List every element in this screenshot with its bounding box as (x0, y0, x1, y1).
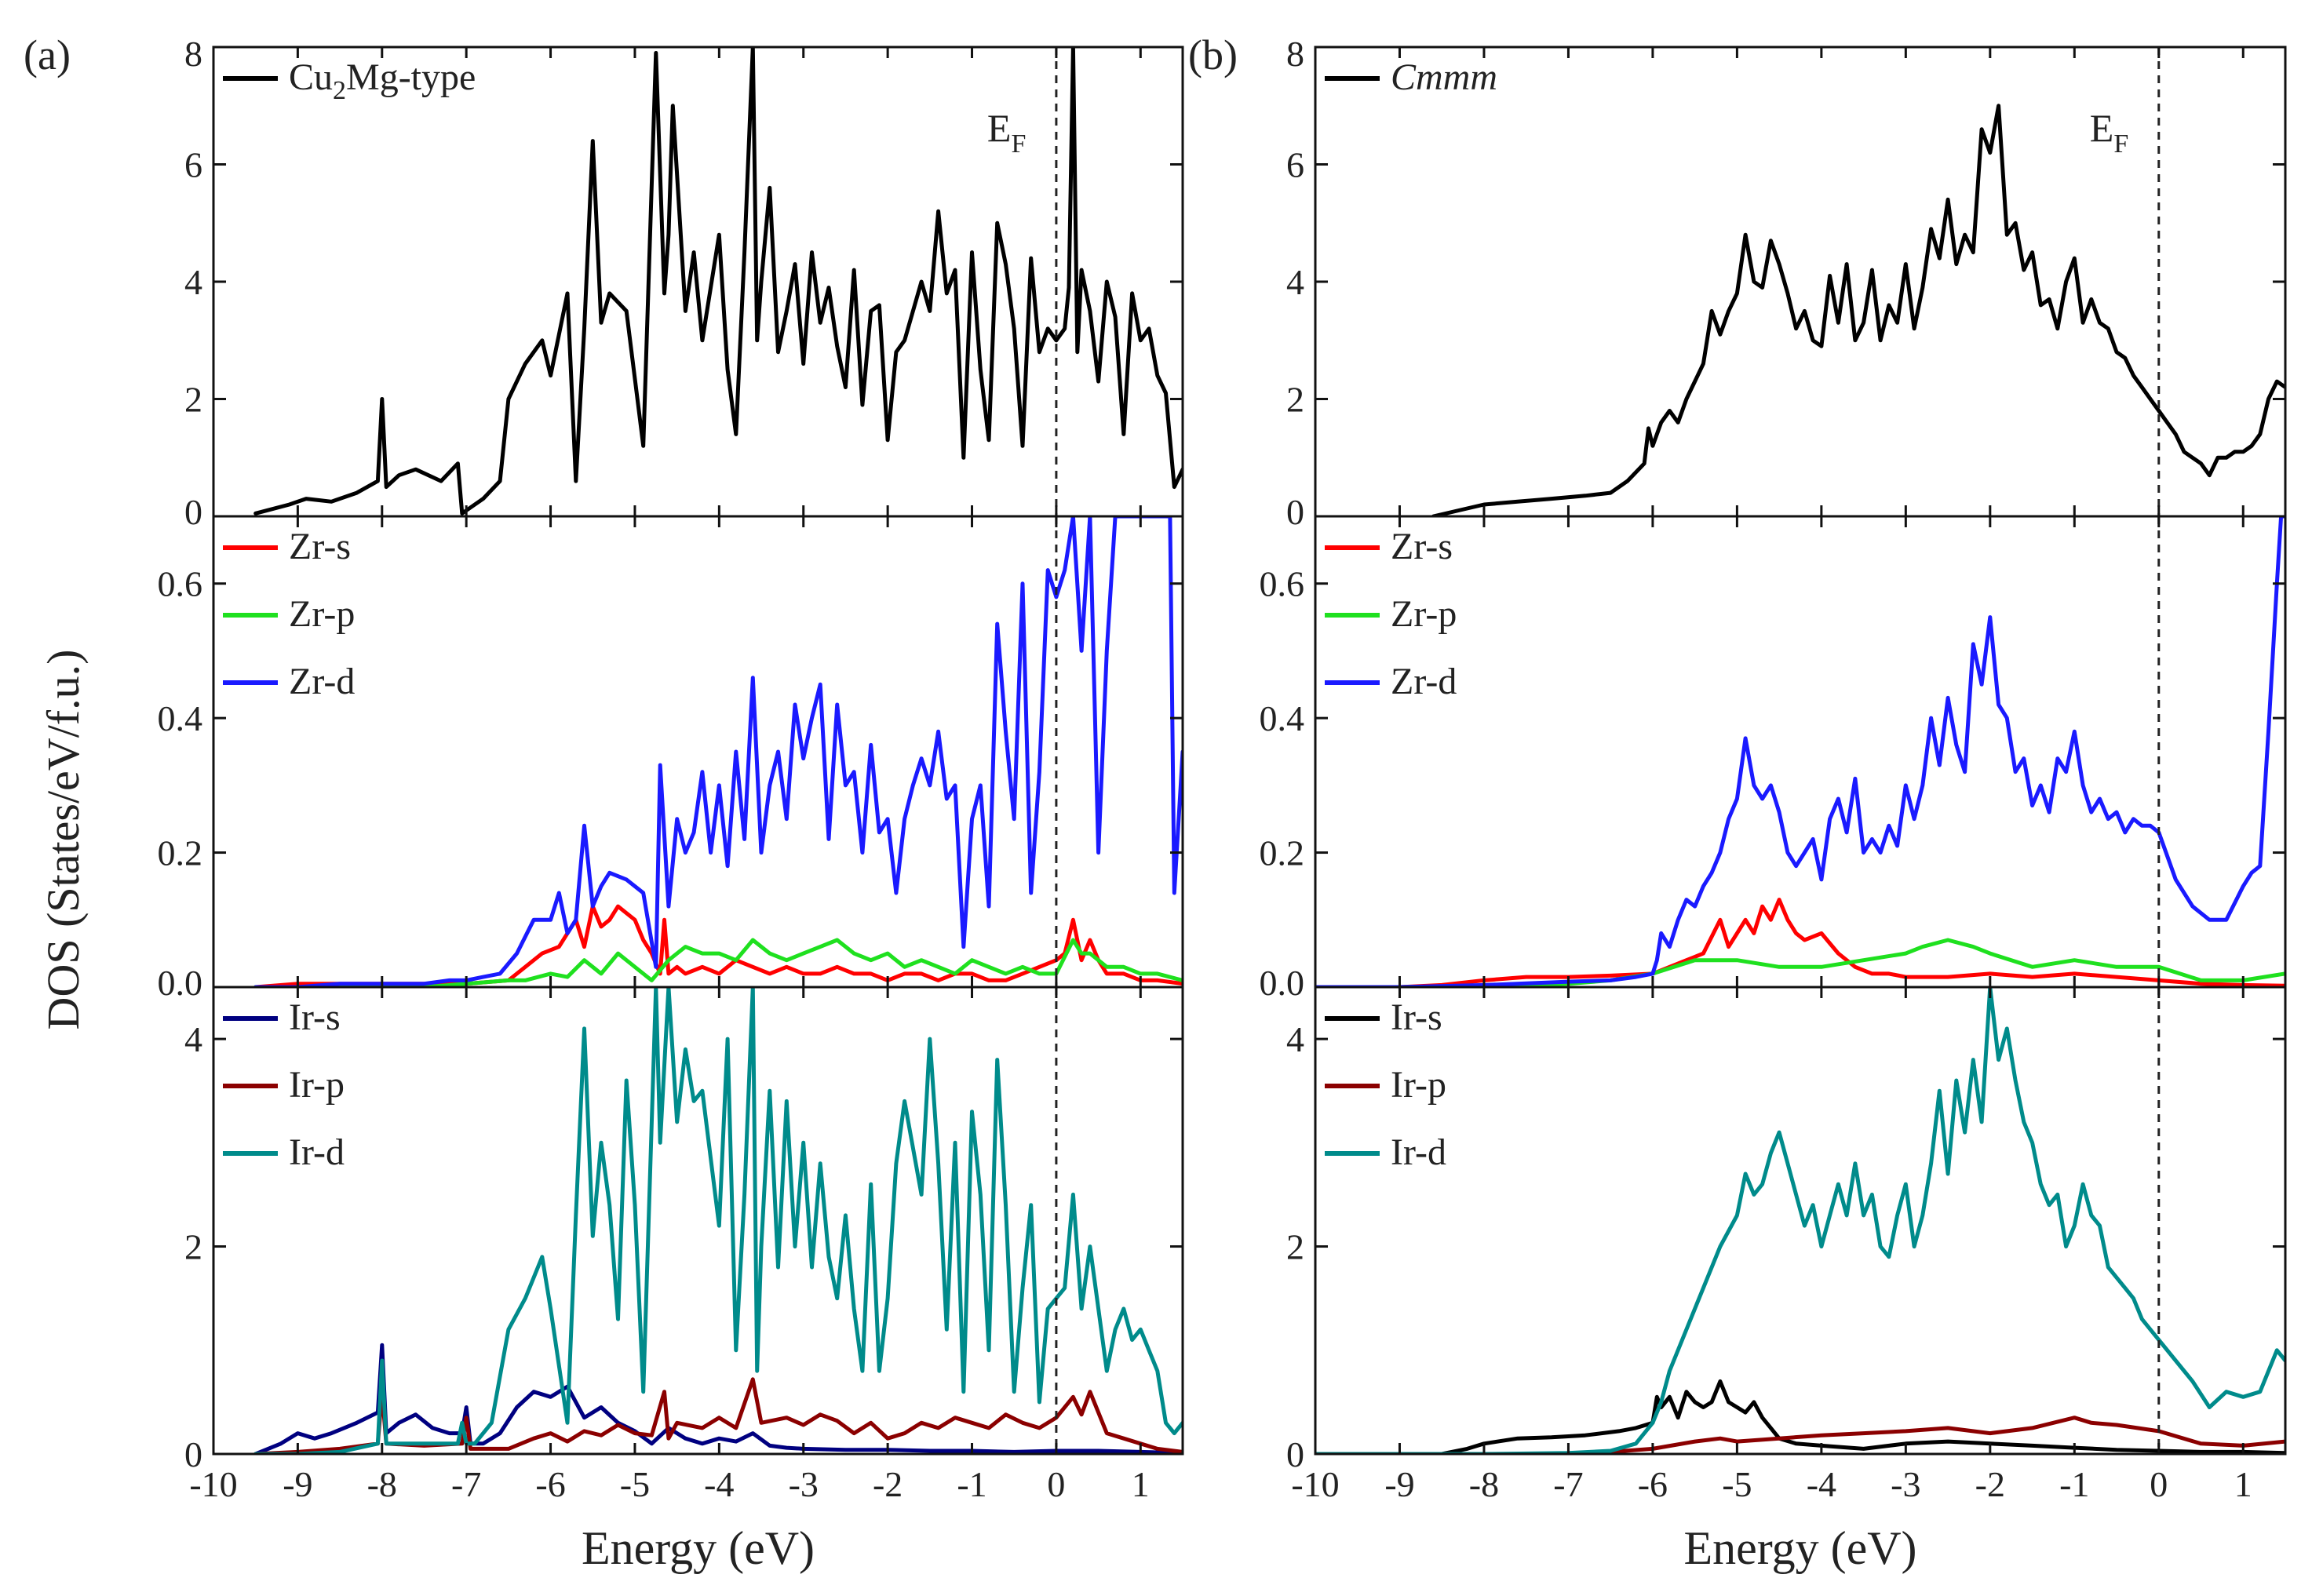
x-tick-label: -8 (1469, 1464, 1499, 1504)
y-axis-label: DOS (States/eV/f.u.) (38, 650, 89, 1030)
y-tick-label: 4 (184, 1019, 202, 1059)
y-tick-label: 2 (1286, 380, 1304, 420)
y-tick-label: 0 (1286, 1434, 1304, 1474)
y-tick-label: 4 (1286, 1019, 1304, 1059)
y-tick-label: 0.0 (1260, 963, 1305, 1003)
legend-label: Ir-p (1391, 1064, 1446, 1106)
legend-label: Ir-d (289, 1131, 345, 1173)
series-line-zr-p (253, 938, 1183, 987)
series-line-ir-d (253, 987, 1183, 1454)
series-line-ir-d (1315, 987, 2285, 1454)
series-line-zr-d (1315, 516, 2285, 987)
x-tick-label: -10 (1291, 1464, 1339, 1504)
legend-label: Ir-p (289, 1064, 345, 1106)
y-tick-label: 0.2 (1260, 833, 1305, 873)
legend-label: Cu2Mg-type (289, 56, 476, 105)
y-tick-label: 0.6 (1260, 564, 1305, 604)
x-tick-label: -5 (620, 1464, 650, 1504)
subplot-1: 0 2 4 6 8 Cu2Mg-type EF (184, 34, 1184, 532)
subplot-frame (212, 986, 1184, 1456)
x-tick-label: -8 (367, 1464, 397, 1504)
subplot-frame (1314, 986, 2287, 1456)
y-tick-label: 0.4 (158, 698, 203, 738)
y-tick-label: 8 (1286, 34, 1304, 74)
y-tick-label: 0 (1286, 492, 1304, 532)
x-tick-label: -9 (283, 1464, 312, 1504)
x-tick-label: 0 (2150, 1464, 2168, 1504)
y-tick-label: 0.4 (1260, 698, 1305, 738)
subplot-3: 0 2 4 Ir-s Ir-p Ir-d (1286, 986, 2287, 1474)
chart-a: (a) 0 2 4 6 8 Cu2Mg-type EF 0.0 0.2 0.4 0.6 Zr-s Zr-p… (24, 31, 1184, 1574)
legend-label: Ir-s (289, 997, 341, 1038)
y-tick-label: 0.2 (158, 833, 203, 873)
x-tick-label: -3 (789, 1464, 819, 1504)
y-tick-label: 0 (184, 1434, 202, 1474)
chart-b: (b) 0 2 4 6 8 Cmmm EF 0.0 0.2 0.4 0.6 Zr-s Zr-p Zr-d 0 2… (1188, 31, 2287, 1574)
series-line-ir-p (253, 1377, 1183, 1454)
subplot-2: 0.0 0.2 0.4 0.6 Zr-s Zr-p Zr-d (1260, 515, 2287, 1003)
series-line-zr-s (1315, 898, 2285, 987)
legend-label: Zr-d (289, 661, 355, 702)
subplot-frame (1314, 46, 2287, 518)
panel-letter: (a) (24, 31, 71, 78)
x-tick-label: 1 (1132, 1464, 1150, 1504)
x-axis-label: Energy (eV) (1683, 1522, 1916, 1574)
legend-label: Zr-p (1391, 593, 1457, 635)
y-tick-label: 0 (184, 492, 202, 532)
x-tick-label: -7 (1553, 1464, 1583, 1504)
series-line-zr-s (253, 904, 1183, 987)
x-tick-label: -7 (451, 1464, 481, 1504)
subplot-3: 0 2 4 Ir-s Ir-p Ir-d (184, 986, 1184, 1474)
series-line-cmmm (1431, 104, 2285, 516)
y-tick-label: 8 (184, 34, 202, 74)
x-tick-label: 0 (1047, 1464, 1065, 1504)
series-line-ir-s (1439, 1379, 2285, 1454)
x-tick-label: -10 (189, 1464, 237, 1504)
x-tick-label: -4 (1807, 1464, 1836, 1504)
legend-label: Zr-s (1391, 526, 1453, 567)
x-tick-label: -6 (535, 1464, 565, 1504)
legend-label: Zr-d (1391, 661, 1457, 702)
x-tick-label: -3 (1891, 1464, 1920, 1504)
y-tick-label: 2 (184, 1227, 202, 1267)
fermi-label: EF (2090, 106, 2128, 159)
y-tick-label: 0.0 (158, 963, 203, 1003)
x-tick-label: -6 (1638, 1464, 1668, 1504)
fermi-label: EF (987, 106, 1026, 159)
subplot-frame (1314, 515, 2287, 989)
series-line-cu2mg-type (253, 47, 1183, 516)
series-line-zr-d (253, 516, 1183, 987)
x-tick-label: -4 (704, 1464, 734, 1504)
legend-label: Zr-s (289, 526, 351, 567)
x-tick-label: -1 (957, 1464, 986, 1504)
x-axis-label: Energy (eV) (582, 1522, 815, 1574)
x-tick-label: -2 (873, 1464, 903, 1504)
x-tick-label: -2 (1975, 1464, 2005, 1504)
panel-letter: (b) (1188, 31, 1238, 78)
x-tick-label: -5 (1722, 1464, 1752, 1504)
y-tick-label: 0.6 (158, 564, 203, 604)
subplot-2: 0.0 0.2 0.4 0.6 Zr-s Zr-p Zr-d (158, 515, 1184, 1003)
x-tick-label: -9 (1384, 1464, 1414, 1504)
legend-label: Ir-d (1391, 1131, 1446, 1173)
y-tick-label: 6 (1286, 145, 1304, 185)
subplot-1: 0 2 4 6 8 Cmmm EF (1286, 34, 2287, 532)
legend-label: Zr-p (289, 593, 355, 635)
y-tick-label: 6 (184, 145, 202, 185)
legend-label: Ir-s (1391, 997, 1442, 1038)
y-tick-label: 2 (184, 380, 202, 420)
y-tick-label: 2 (1286, 1227, 1304, 1267)
y-tick-label: 4 (1286, 262, 1304, 302)
y-tick-label: 4 (184, 262, 202, 302)
x-tick-label: -1 (2059, 1464, 2089, 1504)
legend-label: Cmmm (1391, 56, 1497, 98)
subplot-frame (212, 515, 1184, 989)
x-tick-label: 1 (2234, 1464, 2252, 1504)
